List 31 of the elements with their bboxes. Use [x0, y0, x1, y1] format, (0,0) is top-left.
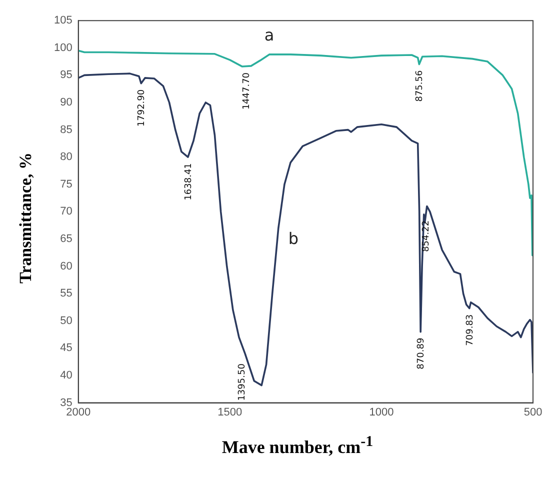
series-label: a: [264, 25, 274, 44]
y-tick-label: 100: [54, 42, 72, 54]
y-tick-label: 105: [54, 14, 72, 27]
y-tick-label: 75: [60, 178, 72, 190]
x-tick-label: 2000: [66, 406, 91, 418]
y-tick-label: 40: [60, 370, 72, 382]
y-tick-label: 95: [60, 69, 72, 82]
annotation: 1792.90: [137, 89, 148, 127]
y-tick-label: 80: [60, 151, 72, 164]
y-axis-title: Transmittance, %: [16, 152, 36, 286]
x-axis-title: Mave number, cm$^{-1}$: [220, 434, 374, 458]
y-tick-label: 65: [60, 233, 72, 246]
y-tick-label: 55: [60, 288, 72, 300]
x-tick-label: 1000: [369, 406, 394, 418]
annotation: 870.89: [416, 338, 427, 370]
y-tick-label: 60: [60, 260, 72, 272]
y-tick-label: 35: [60, 396, 72, 409]
annotation: 709.83: [465, 314, 476, 346]
series-label: b: [288, 229, 298, 248]
y-tick-label: 70: [60, 206, 72, 218]
annotation: 854.22: [422, 220, 432, 252]
x-tick-label: 1500: [218, 406, 242, 418]
annotation: 1395.50: [238, 363, 248, 401]
x-tick-label: 500: [524, 406, 542, 418]
y-tick-label: 45: [60, 342, 72, 354]
y-tick-label: 50: [60, 314, 72, 327]
annotation: 1447.70: [242, 72, 252, 110]
annotation: 875.56: [415, 70, 426, 102]
annotation: 1638.41: [184, 163, 194, 200]
y-tick-label: 90: [60, 96, 72, 109]
y-tick-label: 85: [60, 124, 72, 136]
